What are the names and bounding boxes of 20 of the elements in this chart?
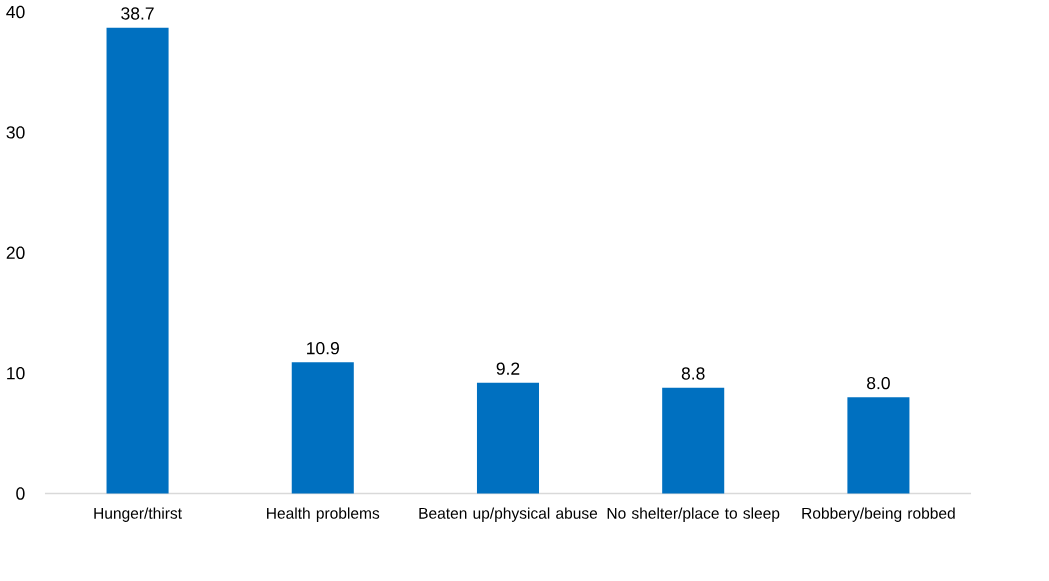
x-tick-label: Robbery/being robbed: [802, 507, 955, 522]
data-label: 10.9: [307, 341, 339, 355]
data-label: 38.7: [121, 7, 154, 20]
y-tick-label: 20: [6, 246, 25, 259]
bar: [476, 382, 540, 494]
x-tick-label: Hunger/thirst: [94, 507, 182, 522]
x-tick-label: Health problems: [267, 507, 380, 522]
y-tick-label: 10: [7, 366, 25, 380]
x-tick-label: No shelter/place to sleep: [607, 507, 780, 522]
y-tick-label: 0: [16, 487, 25, 500]
data-label: 8.8: [681, 367, 705, 380]
bar: [106, 27, 169, 494]
bar: [662, 387, 725, 494]
bar: [847, 397, 910, 494]
bar: [291, 362, 354, 494]
x-tick-label: Beaten up/physical abuse: [419, 507, 598, 522]
y-tick-label: 40: [6, 5, 25, 18]
data-label: 8.0: [867, 376, 890, 390]
data-label: 9.2: [496, 362, 520, 375]
y-tick-label: 30: [6, 125, 25, 139]
